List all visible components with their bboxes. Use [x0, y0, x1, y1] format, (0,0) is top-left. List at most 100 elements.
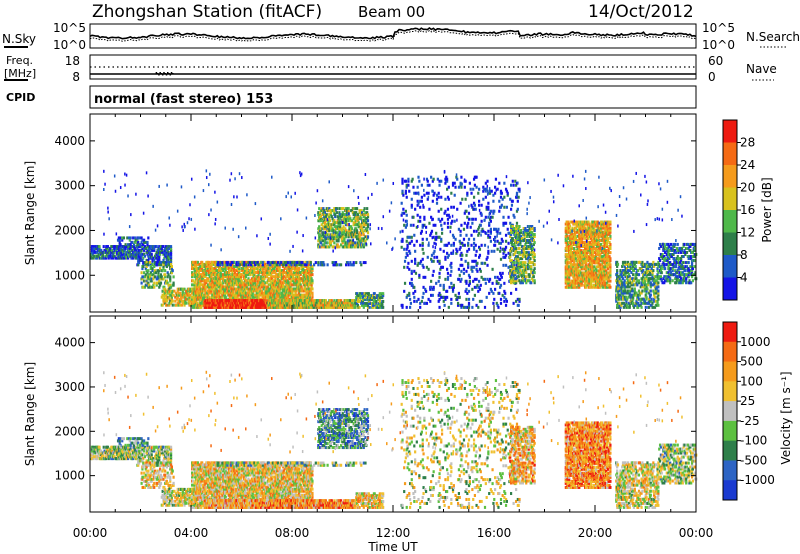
range-cell	[424, 289, 428, 293]
range-cell	[199, 301, 202, 305]
range-cell	[191, 279, 195, 283]
range-cell	[219, 283, 222, 287]
range-cell	[168, 303, 171, 307]
range-cell	[491, 267, 494, 271]
range-cell	[91, 252, 94, 256]
range-cell	[223, 273, 227, 277]
range-cell	[132, 243, 136, 247]
range-cell	[214, 267, 217, 271]
range-cell	[116, 250, 119, 254]
range-cell	[223, 287, 227, 291]
range-cell	[140, 236, 143, 240]
range-cell	[491, 281, 494, 285]
range-cell	[157, 271, 160, 275]
range-cell	[177, 303, 180, 307]
range-cell	[478, 247, 482, 251]
range-cell	[191, 264, 194, 268]
range-cell	[137, 261, 141, 265]
range-cell	[166, 289, 169, 293]
range-cell	[227, 264, 230, 268]
range-cell	[169, 277, 172, 281]
range-cell	[92, 254, 95, 258]
range-cell	[516, 199, 519, 203]
range-cell	[416, 213, 419, 217]
noise-right-tick-top: 10^5	[702, 21, 735, 35]
range-cell	[168, 287, 171, 291]
range-cell	[148, 248, 151, 252]
range-cell	[478, 199, 481, 203]
range-cell	[496, 247, 499, 251]
range-cell	[105, 254, 109, 258]
range-cell	[169, 275, 172, 279]
cpid-label: CPID	[6, 91, 35, 104]
range-cell	[491, 215, 494, 219]
range-cell	[418, 273, 421, 277]
range-cell	[466, 191, 469, 195]
range-cell	[220, 275, 223, 279]
range-cell	[216, 285, 219, 289]
range-cell	[437, 191, 440, 195]
range-cell	[443, 303, 446, 307]
range-cell	[198, 293, 201, 297]
range-cell	[97, 252, 100, 256]
range-cell	[222, 264, 226, 268]
range-cell	[471, 287, 474, 291]
range-cell	[199, 267, 202, 271]
range-cell	[156, 254, 159, 258]
range-cell	[494, 191, 497, 195]
range-cell	[420, 195, 423, 199]
range-cell	[143, 238, 146, 242]
range-cell	[218, 289, 221, 293]
range-cell	[216, 283, 219, 287]
range-cell	[131, 240, 134, 244]
range-cell	[440, 195, 443, 199]
range-cell	[141, 277, 144, 281]
range-cell	[448, 215, 451, 219]
range-cell	[201, 271, 205, 275]
range-cell	[441, 265, 445, 269]
range-cell	[193, 267, 196, 271]
cpid-value: normal (fast stereo) 153	[94, 92, 273, 107]
range-cell	[118, 238, 121, 242]
range-cell	[190, 289, 193, 293]
range-cell	[462, 227, 466, 231]
range-cell	[147, 258, 150, 262]
range-cell	[222, 273, 225, 277]
range-cell	[409, 223, 413, 227]
range-cell	[421, 247, 424, 251]
range-cell	[158, 269, 161, 273]
range-cell	[446, 207, 450, 211]
range-cell	[207, 269, 211, 273]
range-cell	[194, 279, 197, 283]
range-cell	[165, 297, 168, 301]
range-cell	[451, 219, 454, 223]
range-cell	[210, 291, 213, 295]
range-cell	[408, 305, 412, 309]
range-cell	[169, 246, 173, 250]
range-cell	[200, 279, 203, 283]
range-cell	[169, 260, 172, 264]
range-cell	[159, 267, 162, 271]
range-cell	[102, 245, 105, 249]
range-cell	[117, 236, 120, 240]
range-cell	[143, 271, 146, 275]
range-cell	[185, 291, 189, 295]
range-cell	[509, 183, 513, 187]
range-cell	[129, 252, 132, 256]
range-cell	[492, 199, 495, 203]
range-cell	[132, 245, 136, 249]
range-cell	[169, 293, 172, 297]
range-cell	[137, 236, 140, 240]
range-cell	[474, 253, 477, 257]
range-cell	[113, 245, 116, 249]
range-cell	[144, 246, 147, 250]
date-title: 14/Oct/2012	[588, 2, 694, 22]
range-cell	[138, 236, 142, 240]
range-cell	[115, 246, 118, 250]
freq-dot	[168, 73, 170, 75]
range-cell	[488, 277, 492, 281]
range-cell	[207, 287, 211, 291]
range-cell	[228, 273, 231, 277]
range-cell	[164, 273, 167, 277]
range-cell	[468, 181, 471, 185]
